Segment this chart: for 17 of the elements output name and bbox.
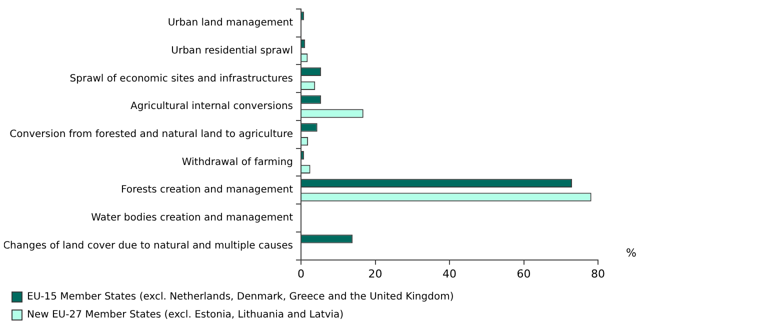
x-tick-label: 20 <box>368 267 382 280</box>
x-axis-title: % <box>626 246 636 260</box>
legend-label: EU-15 Member States (excl. Netherlands, Denmark, Greece and the United Kingdom) <box>27 292 454 303</box>
x-tick-label: 0 <box>298 267 304 280</box>
y-tick-label: Agricultural internal conversions <box>130 101 293 112</box>
y-tick-label: Changes of land cover due to natural and multiple causes <box>3 240 293 252</box>
x-tick-label: 40 <box>442 267 456 280</box>
y-tick-label: Conversion from forested and natural land to agriculture <box>10 128 293 140</box>
y-tick-label: Urban land management <box>168 18 294 29</box>
legend-label: New EU-27 Member States (excl. Estonia, Lithuania and Latvia) <box>27 310 344 321</box>
y-tick-label: Urban residential sprawl <box>171 45 293 56</box>
x-tick-label: 80 <box>591 267 605 280</box>
x-tick-label: 60 <box>516 267 531 280</box>
y-tick-label: Withdrawal of farming <box>182 156 293 168</box>
y-tick-label: Sprawl of economic sites and infrastructures <box>70 73 293 84</box>
y-tick-label: Forests creation and management <box>120 184 294 196</box>
y-tick-label: Water bodies creation and management <box>91 212 294 224</box>
